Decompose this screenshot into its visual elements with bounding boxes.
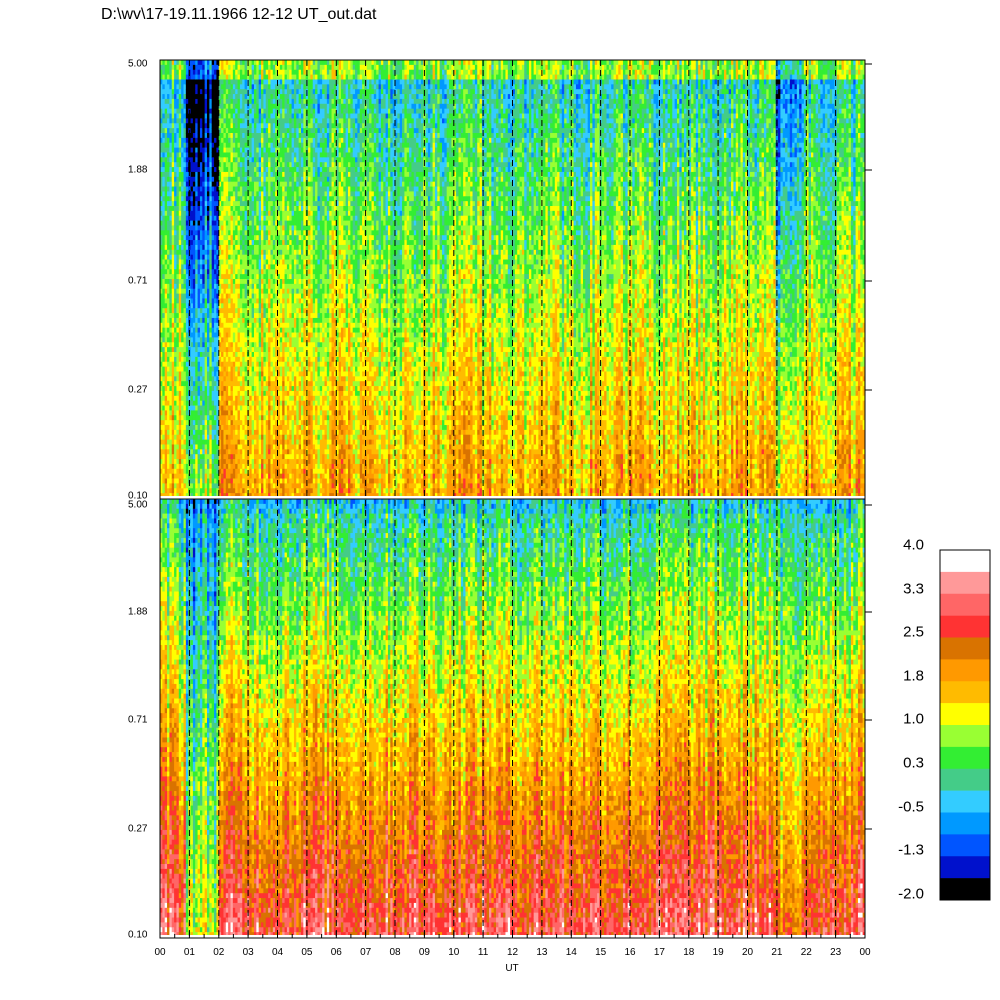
x-tick-label: 09 <box>419 947 430 958</box>
x-tick-label: 13 <box>536 947 547 958</box>
x-tick-label: 14 <box>566 947 577 958</box>
x-tick-label: 18 <box>683 947 694 958</box>
x-tick-label: 16 <box>624 947 635 958</box>
x-tick-label: 08 <box>389 947 400 958</box>
colorbar-swatch <box>940 768 990 791</box>
colorbar-swatch <box>940 878 990 901</box>
heatmap-lower <box>160 499 865 935</box>
x-tick-label: 17 <box>654 947 665 958</box>
colorbar-swatch <box>940 703 990 726</box>
x-tick-label: 15 <box>595 947 606 958</box>
x-tick-label: 02 <box>213 947 224 958</box>
heatmap-upper <box>160 60 865 496</box>
colorbar-label: -0.5 <box>884 798 924 815</box>
x-tick-label: 04 <box>272 947 283 958</box>
colorbar-swatch <box>940 812 990 835</box>
colorbar-label: 0.3 <box>884 755 924 772</box>
colorbar-border <box>939 549 991 901</box>
y-tick-label: 0.71 <box>128 715 147 726</box>
y-tick-label: 1.88 <box>128 607 147 618</box>
x-tick-label: 01 <box>184 947 195 958</box>
colorbar-label: 1.0 <box>884 711 924 728</box>
x-tick-label: 11 <box>478 947 488 958</box>
y-tick-label: 1.88 <box>128 165 147 176</box>
x-tick-label: 22 <box>801 947 812 958</box>
y-tick-label: 0.10 <box>128 491 147 502</box>
chart-title: D:\wv\17-19.11.1966 12-12 UT_out.dat <box>101 6 376 24</box>
colorbar-swatch <box>940 615 990 638</box>
x-tick-label: 07 <box>360 947 371 958</box>
colorbar-swatch <box>940 659 990 682</box>
colorbar-swatch <box>940 746 990 770</box>
colorbar-swatch <box>940 725 990 748</box>
x-tick-label: 00 <box>154 947 165 958</box>
y-tick-label: 0.27 <box>128 824 147 835</box>
colorbar-label: 3.3 <box>884 580 924 597</box>
colorbar-label: -1.3 <box>884 842 924 859</box>
x-axis-label: UT <box>505 963 518 974</box>
colorbar-label: 2.5 <box>884 624 924 641</box>
x-tick-label: 20 <box>742 947 753 958</box>
colorbar-swatch <box>940 550 990 573</box>
x-tick-label: 00 <box>859 947 870 958</box>
x-tick-label: 21 <box>771 947 782 958</box>
x-tick-label: 10 <box>448 947 459 958</box>
spectrogram-panel-upper <box>160 60 865 496</box>
x-tick-label: 06 <box>331 947 342 958</box>
colorbar-label: -2.0 <box>884 885 924 902</box>
colorbar-swatch <box>940 593 990 616</box>
x-tick-label: 12 <box>507 947 518 958</box>
x-tick-label: 05 <box>301 947 312 958</box>
colorbar-swatch <box>940 681 990 704</box>
colorbar-label: 1.8 <box>884 667 924 684</box>
colorbar-label: 4.0 <box>884 537 924 554</box>
colorbar-swatch <box>940 790 990 813</box>
colorbar-swatch <box>940 571 990 595</box>
y-tick-label: 0.27 <box>128 385 147 396</box>
colorbar-swatch <box>940 856 990 879</box>
colorbar-swatch <box>940 834 990 857</box>
x-tick-label: 03 <box>243 947 254 958</box>
colorbar <box>939 549 991 901</box>
y-tick-label: 5.00 <box>128 59 147 70</box>
x-tick-label: 23 <box>830 947 841 958</box>
x-tick-label: 19 <box>713 947 724 958</box>
spectrogram-panel-lower <box>160 499 865 935</box>
y-tick-label: 0.10 <box>128 930 147 941</box>
y-tick-label: 0.71 <box>128 276 147 287</box>
y-tick-label: 5.00 <box>128 500 147 511</box>
colorbar-swatch <box>940 637 990 660</box>
